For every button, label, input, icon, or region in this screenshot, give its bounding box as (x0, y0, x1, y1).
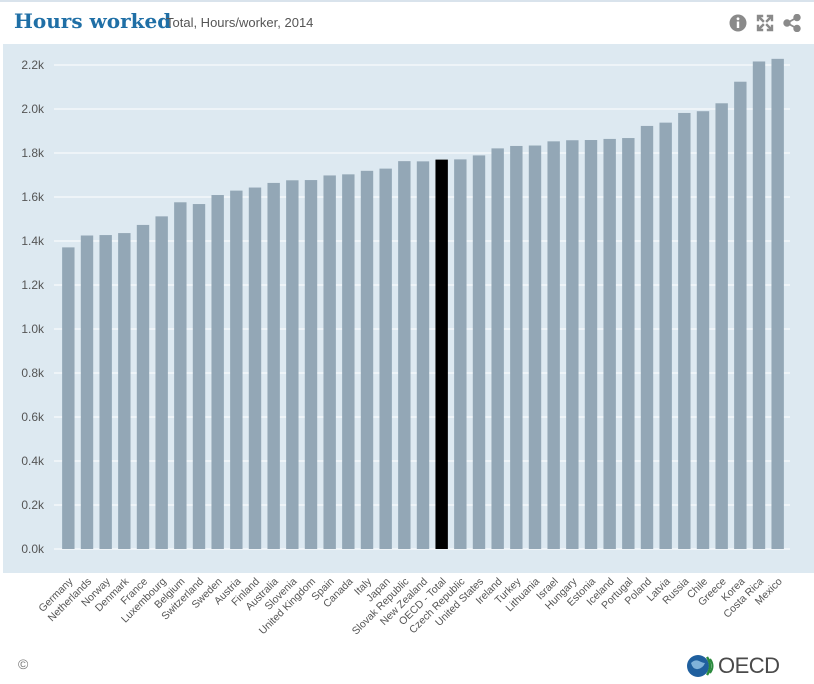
bar[interactable] (118, 233, 131, 549)
oecd-globe-icon (687, 655, 714, 677)
bar[interactable] (211, 195, 224, 549)
y-tick-label: 1.6k (21, 190, 45, 204)
bar[interactable] (696, 111, 710, 549)
bar[interactable] (155, 216, 168, 550)
bar[interactable] (454, 159, 467, 549)
chart-subtitle: Total, Hours/worker, 2014 (166, 15, 314, 30)
bar[interactable] (248, 187, 262, 550)
bar[interactable] (286, 180, 299, 549)
oecd-logo-text: OECD (718, 653, 780, 678)
bar[interactable] (304, 180, 318, 549)
bar[interactable] (472, 155, 486, 550)
y-tick-label: 1.0k (21, 322, 45, 336)
bar[interactable] (174, 202, 187, 549)
bar-chart: 0.0k 0.2k 0.4k 0.6k 0.8k 1.0k 1.2k 1.4k 1.6k 1.8k… (21, 58, 790, 637)
bar[interactable] (622, 138, 635, 550)
bar[interactable] (62, 247, 75, 549)
y-tick-label: 0.0k (21, 542, 45, 556)
bar[interactable] (752, 61, 766, 549)
bar[interactable] (323, 175, 336, 549)
bar[interactable] (416, 161, 430, 550)
bar[interactable] (659, 122, 672, 549)
bar[interactable] (584, 140, 598, 549)
y-tick-label: 0.2k (21, 498, 45, 512)
bar[interactable] (136, 224, 150, 549)
bar[interactable] (379, 168, 392, 549)
y-tick-label: 1.4k (21, 234, 45, 248)
share-icon[interactable] (783, 14, 801, 32)
bar[interactable] (80, 235, 94, 550)
bars (62, 58, 784, 550)
bar[interactable] (771, 58, 784, 550)
top-border (0, 0, 814, 2)
expand-icon[interactable] (756, 14, 774, 32)
bar[interactable] (435, 159, 448, 549)
bar[interactable] (510, 145, 523, 549)
y-tick-label: 1.2k (21, 278, 45, 292)
bar[interactable] (528, 145, 542, 549)
info-icon[interactable] (729, 14, 747, 32)
bar[interactable] (715, 103, 728, 549)
bar[interactable] (267, 182, 280, 550)
oecd-logo[interactable]: OECD (686, 652, 796, 680)
bar[interactable] (230, 190, 243, 549)
bar[interactable] (603, 138, 616, 550)
y-tick-label: 0.8k (21, 366, 45, 380)
bar[interactable] (99, 235, 112, 549)
y-tick-label: 1.8k (21, 146, 45, 160)
y-tick-label: 2.2k (21, 58, 45, 72)
bar[interactable] (678, 112, 691, 550)
bar[interactable] (734, 81, 747, 549)
bar[interactable] (547, 141, 560, 549)
chart-title: Hours worked (14, 9, 172, 33)
bar[interactable] (360, 170, 374, 549)
copyright-mark[interactable]: © (18, 656, 29, 672)
y-tick-label: 0.4k (21, 454, 45, 468)
chart-header: Hours worked Total, Hours/worker, 2014 (0, 0, 814, 44)
bar[interactable] (342, 174, 355, 549)
bar[interactable] (491, 148, 504, 549)
y-axis-ticks: 0.0k 0.2k 0.4k 0.6k 0.8k 1.0k 1.2k 1.4k 1.6k 1.8k… (21, 58, 45, 556)
bar[interactable] (640, 125, 654, 549)
x-axis-labels: GermanyNetherlandsNorwayDenmarkFranceLux… (36, 575, 784, 637)
bar[interactable] (566, 140, 579, 550)
bar[interactable] (192, 204, 206, 550)
bar[interactable] (398, 161, 411, 549)
y-tick-label: 0.6k (21, 410, 45, 424)
y-tick-label: 2.0k (21, 102, 45, 116)
